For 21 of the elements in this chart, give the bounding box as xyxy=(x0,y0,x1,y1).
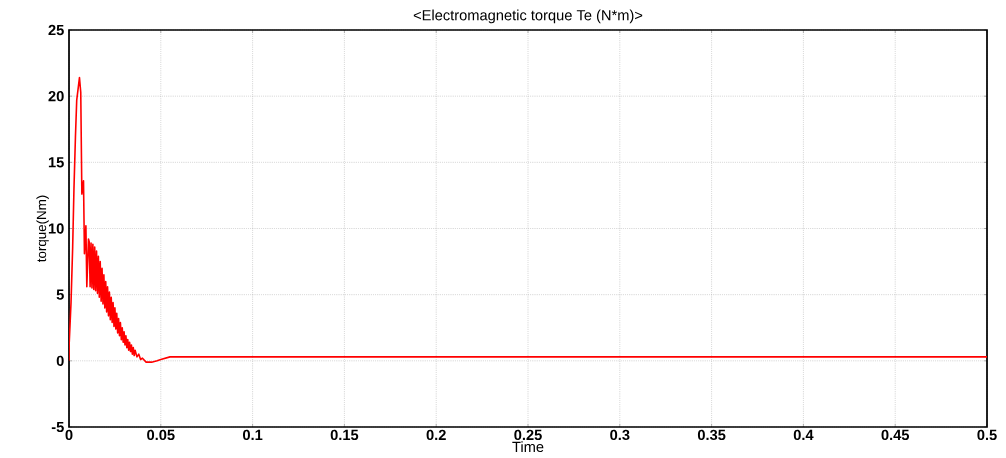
y-tick-label: -5 xyxy=(51,421,64,433)
x-axis-title: Time xyxy=(512,441,544,453)
x-tick-label: 0.4 xyxy=(793,429,814,441)
x-tick-label: 0.45 xyxy=(881,429,910,441)
x-tick-label: 0.2 xyxy=(426,429,446,441)
y-tick-label: 5 xyxy=(56,289,64,300)
y-tick-label: 15 xyxy=(48,157,64,168)
y-tick-label: 0 xyxy=(56,355,64,367)
x-tick-label: 0.1 xyxy=(243,429,263,441)
y-tick-label: 25 xyxy=(48,24,64,36)
x-tick-label: 0.5 xyxy=(977,429,997,441)
y-tick-label: 20 xyxy=(48,90,64,102)
x-tick-label: 0 xyxy=(65,429,73,441)
x-tick-label: 0.25 xyxy=(514,429,542,441)
chart-title: <Electromagnetic torque Te (N*m)> xyxy=(413,9,643,24)
x-tick-label: 0.15 xyxy=(330,429,359,441)
y-tick-label: 10 xyxy=(48,223,64,234)
x-tick-label: 0.05 xyxy=(147,429,175,441)
x-tick-label: 0.35 xyxy=(697,429,726,441)
y-axis-title: torque(Nm) xyxy=(36,195,49,262)
x-tick-label: 0.3 xyxy=(610,429,630,441)
